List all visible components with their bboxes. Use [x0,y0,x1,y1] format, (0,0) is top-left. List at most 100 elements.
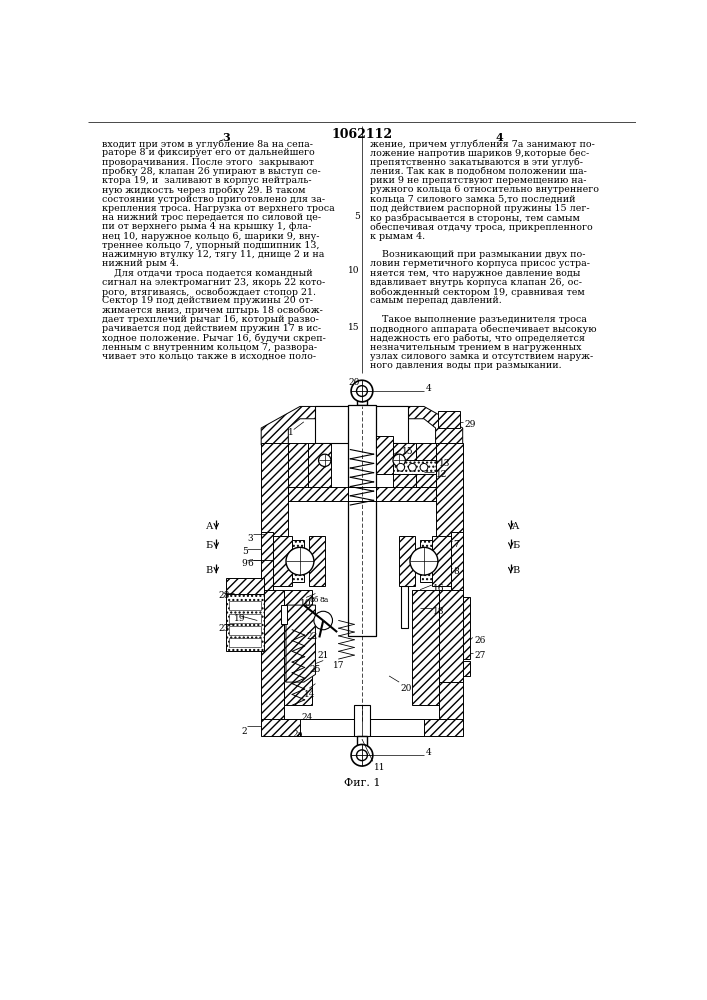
Bar [315,406,409,443]
Text: Б: Б [206,541,213,550]
Text: 5: 5 [354,212,360,221]
Text: незначительным трением в нагруженных: незначительным трением в нагруженных [370,343,581,352]
Text: 20: 20 [349,378,360,387]
Text: 4: 4 [426,384,431,393]
Text: рого, втягиваясь,  освобождает стопор 21.: рого, втягиваясь, освобождает стопор 21. [103,287,316,297]
Text: А: А [513,522,520,531]
Text: 8б: 8б [309,596,319,604]
Circle shape [410,547,438,575]
Text: 11: 11 [373,763,385,772]
Bar [348,487,376,501]
Text: 5: 5 [242,547,247,556]
Text: 26: 26 [474,636,486,645]
Text: 9: 9 [242,559,247,568]
Circle shape [356,386,368,396]
Text: Фиг. 1: Фиг. 1 [344,778,380,788]
Text: Б: Б [513,541,520,550]
Bar [288,443,308,497]
Text: 19: 19 [234,614,245,623]
Text: 16: 16 [433,584,445,593]
Text: вобожденный сектором 19, сравнивая тем: вобожденный сектором 19, сравнивая тем [370,287,585,297]
Bar [376,436,393,474]
Text: состоянии устройство приготовлено для за-: состоянии устройство приготовлено для за… [103,195,325,204]
Text: чивает это кольцо также в исходное поло-: чивает это кольцо также в исходное поло- [103,352,317,361]
Text: 15: 15 [348,323,360,332]
Bar [412,590,440,705]
Text: Возникающий при размыкании двух по-: Возникающий при размыкании двух по- [370,250,585,259]
Circle shape [409,463,416,471]
Text: ко разбрасывается в стороны, тем самым: ко разбрасывается в стороны, тем самым [370,213,580,223]
Bar [436,443,462,559]
Text: дает трехплечий рычаг 16, который разво-: дает трехплечий рычаг 16, который разво- [103,315,319,324]
Bar [451,661,470,676]
Text: 13: 13 [440,459,451,468]
Text: няется тем, что наружное давление воды: няется тем, что наружное давление воды [370,269,580,278]
Text: 18: 18 [433,607,445,616]
Bar [281,605,287,624]
Text: жимается вниз, причем штырь 18 освобож-: жимается вниз, причем штырь 18 освобож- [103,306,323,315]
Bar [228,614,261,623]
Bar [228,601,261,610]
Bar [440,590,462,721]
Bar [261,532,273,590]
Text: нажимную втулку 12, тягу 11, днище 2 и на: нажимную втулку 12, тягу 11, днище 2 и н… [103,250,325,259]
Text: вдавливает внутрь корпуса клапан 26, ос-: вдавливает внутрь корпуса клапан 26, ос- [370,278,582,287]
Text: на нижний трос передается по силовой це-: на нижний трос передается по силовой це- [103,213,322,222]
Text: 23: 23 [218,624,230,633]
Bar [226,594,264,651]
Bar [226,578,264,594]
Text: 4: 4 [426,748,431,757]
Text: В: В [206,566,213,575]
Text: 3: 3 [247,534,253,543]
Text: ленным с внутренним кольцом 7, развора-: ленным с внутренним кольцом 7, развора- [103,343,317,352]
Circle shape [351,744,373,766]
Bar [348,405,376,636]
Bar [399,536,414,586]
Text: пробку 28, клапан 26 упирают в выступ се-: пробку 28, клапан 26 упирают в выступ се… [103,167,321,176]
Text: препятственно закатываются в эти углуб-: препятственно закатываются в эти углуб- [370,158,583,167]
Bar [273,536,292,586]
Bar [356,391,368,405]
Bar [284,590,312,705]
Text: ловин герметичного корпуса присос устра-: ловин герметичного корпуса присос устра- [370,259,590,268]
Bar [432,536,451,586]
Text: к рымам 4.: к рымам 4. [370,232,425,241]
Text: самым перепад давлений.: самым перепад давлений. [370,296,501,305]
Bar [451,532,462,590]
Circle shape [319,454,331,466]
Circle shape [356,750,368,761]
Text: 27: 27 [474,651,486,660]
Text: Для отдачи троса подается командный: Для отдачи троса подается командный [103,269,313,278]
Text: ружного кольца 6 относительно внутреннего: ружного кольца 6 относительно внутреннег… [370,185,599,194]
Text: 7: 7 [453,540,459,549]
Text: 8а: 8а [320,596,329,604]
Bar [401,586,409,628]
Text: ходное положение. Рычаг 16, будучи скреп-: ходное положение. Рычаг 16, будучи скреп… [103,333,326,343]
Text: проворачивания. После этого  закрывают: проворачивания. После этого закрывают [103,158,314,167]
Text: 15: 15 [402,447,414,456]
Text: 29: 29 [464,420,476,429]
Text: 21: 21 [317,651,328,660]
Text: 1: 1 [288,428,294,437]
Text: подводного аппарата обеспечивает высокую: подводного аппарата обеспечивает высокую [370,324,596,334]
Text: ного давления воды при размыкании.: ного давления воды при размыкании. [370,361,561,370]
Text: крепления троса. Нагрузка от верхнего троса: крепления троса. Нагрузка от верхнего тр… [103,204,335,213]
Text: ложение напротив шариков 9,которые бес-: ложение напротив шариков 9,которые бес- [370,148,589,158]
Bar [393,460,436,474]
Bar [288,487,436,501]
Bar [292,540,304,582]
Text: 2: 2 [242,727,247,736]
Text: 24: 24 [301,713,313,722]
Bar [261,719,462,736]
Polygon shape [286,605,315,682]
Text: 28: 28 [218,591,230,600]
Text: 10: 10 [300,599,312,608]
Text: обеспечивая отдачу троса, прикрепленного: обеспечивая отдачу троса, прикрепленного [370,222,592,232]
Text: треннее кольцо 7, упорный подшипник 13,: треннее кольцо 7, упорный подшипник 13, [103,241,320,250]
Bar [308,443,331,490]
Bar [451,597,470,659]
Circle shape [397,463,404,471]
Text: 14: 14 [304,690,315,699]
Text: надежность его работы, что определяется: надежность его работы, что определяется [370,333,585,343]
Circle shape [420,463,428,471]
